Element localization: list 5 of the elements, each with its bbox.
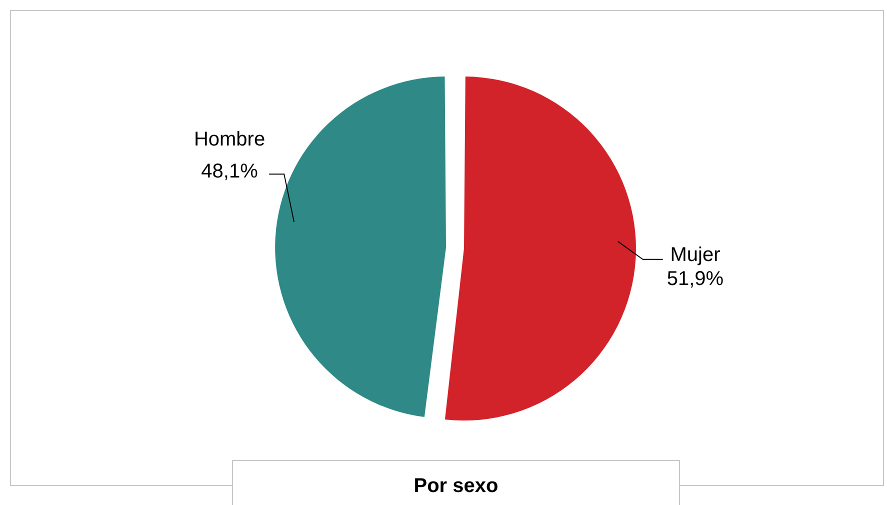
text: Por sexo <box>232 460 680 505</box>
slice-label: Mujer <box>670 244 721 266</box>
slice-label: Hombre <box>194 128 266 151</box>
data-label: 48,1% <box>201 160 258 183</box>
data-label: 51,9% <box>666 268 724 290</box>
